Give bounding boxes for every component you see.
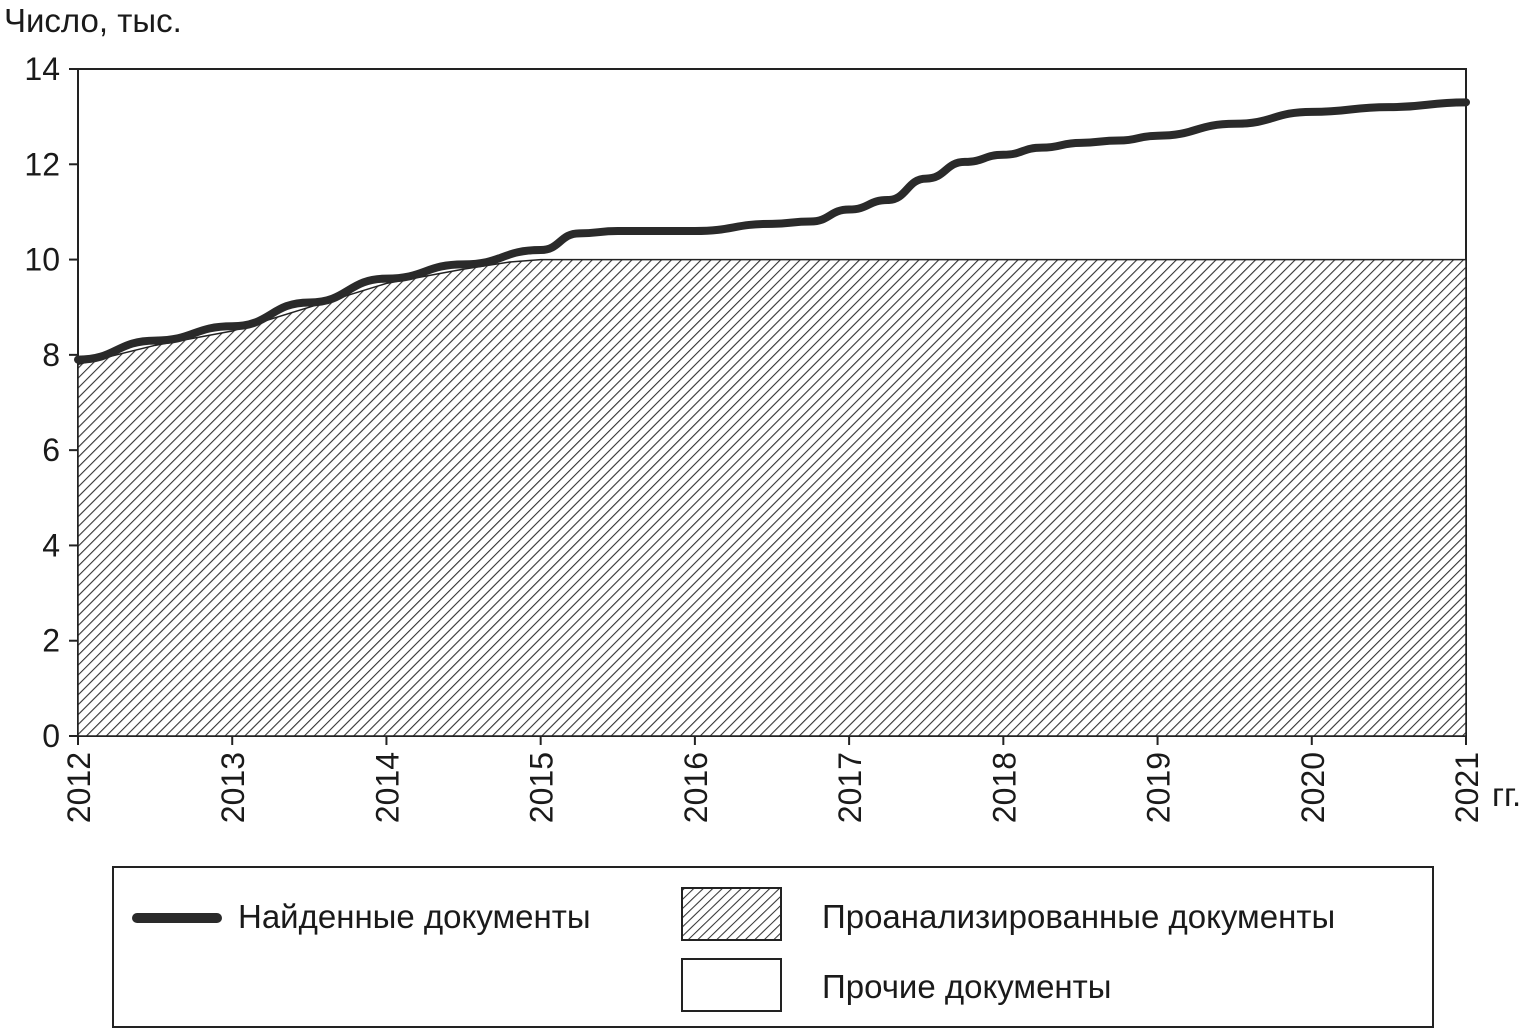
y-tick-label: 0 [42,718,60,754]
x-axis-ticks: 2012 2013 2014 2015 2016 2017 2018 2019 2020 2021 [61,736,1485,823]
y-tick-label: 4 [42,527,60,563]
x-tick-label: 2017 [832,752,868,823]
legend-label-other: Прочие документы [822,968,1112,1005]
x-axis-label: гг. [1492,776,1522,813]
legend-label-analyzed: Проанализированные документы [822,898,1336,935]
y-tick-label: 6 [42,432,60,468]
x-tick-label: 2012 [61,752,97,823]
x-tick-label: 2021 [1449,752,1485,823]
x-tick-label: 2019 [1141,752,1177,823]
x-tick-label: 2014 [369,752,405,823]
y-tick-label: 14 [24,51,60,87]
y-tick-label: 2 [42,623,60,659]
y-tick-label: 10 [24,242,60,278]
series-line-found [74,98,1470,364]
legend-blank-swatch [681,958,782,1012]
x-tick-label: 2018 [986,752,1022,823]
x-tick-label: 2015 [524,752,560,823]
legend: Найденные документы Проанализированные д… [112,866,1434,1028]
x-tick-label: 2020 [1295,752,1331,823]
legend-line-swatch [132,913,222,923]
y-tick-label: 8 [42,337,60,373]
y-tick-label: 12 [24,146,60,182]
series-area-analyzed [77,258,1467,737]
legend-hatch-swatch [681,887,782,941]
chart-svg: 0 2 4 6 8 10 12 14 2012 2013 2014 2015 2016 2017 2018… [24,51,1485,823]
legend-label-found: Найденные документы [238,898,591,935]
y-axis-label: Число, тыс. [4,2,182,39]
x-tick-label: 2013 [215,752,251,823]
x-tick-label: 2016 [678,752,714,823]
y-axis-ticks: 0 2 4 6 8 10 12 14 [24,51,78,754]
